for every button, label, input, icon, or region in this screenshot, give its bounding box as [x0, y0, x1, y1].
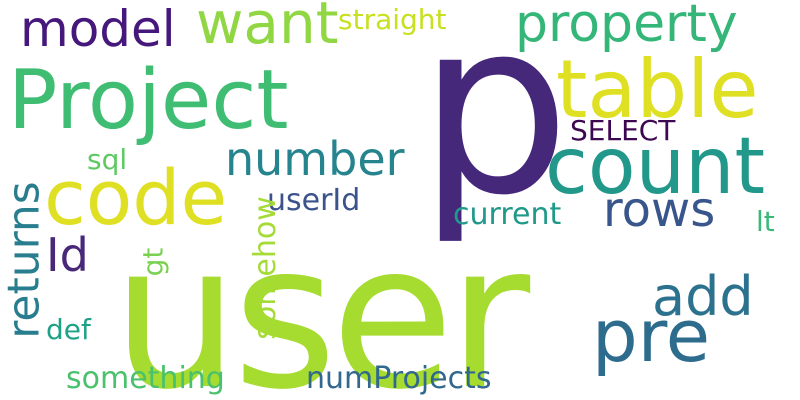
- word-table: table: [556, 43, 759, 136]
- word-code: code: [44, 153, 228, 242]
- word-property: property: [515, 0, 738, 54]
- word-somehow: somehow: [247, 196, 283, 340]
- word-sql: sql: [87, 143, 128, 176]
- word-straight: straight: [338, 3, 447, 36]
- word-userid: userId: [267, 183, 361, 218]
- word-pre: pre: [592, 294, 711, 378]
- word-id: Id: [46, 228, 89, 282]
- word-add: add: [652, 265, 754, 328]
- word-count: count: [545, 122, 766, 212]
- word-def: def: [46, 313, 91, 346]
- word-rows: rows: [603, 182, 716, 238]
- word-number: number: [225, 132, 405, 186]
- word-project: Project: [8, 53, 289, 148]
- word-want: want: [196, 0, 339, 57]
- word-something: something: [66, 361, 225, 396]
- word-numprojects: numProjects: [306, 361, 492, 396]
- word-p: p: [418, 0, 571, 248]
- word-current: current: [453, 197, 562, 232]
- word-returns: returns: [0, 181, 50, 339]
- word-lt: lt: [756, 205, 775, 238]
- word-user: user: [112, 201, 530, 400]
- word-model: model: [20, 0, 176, 58]
- word-gt: gt: [136, 247, 170, 277]
- word-select: SELECT: [570, 114, 676, 147]
